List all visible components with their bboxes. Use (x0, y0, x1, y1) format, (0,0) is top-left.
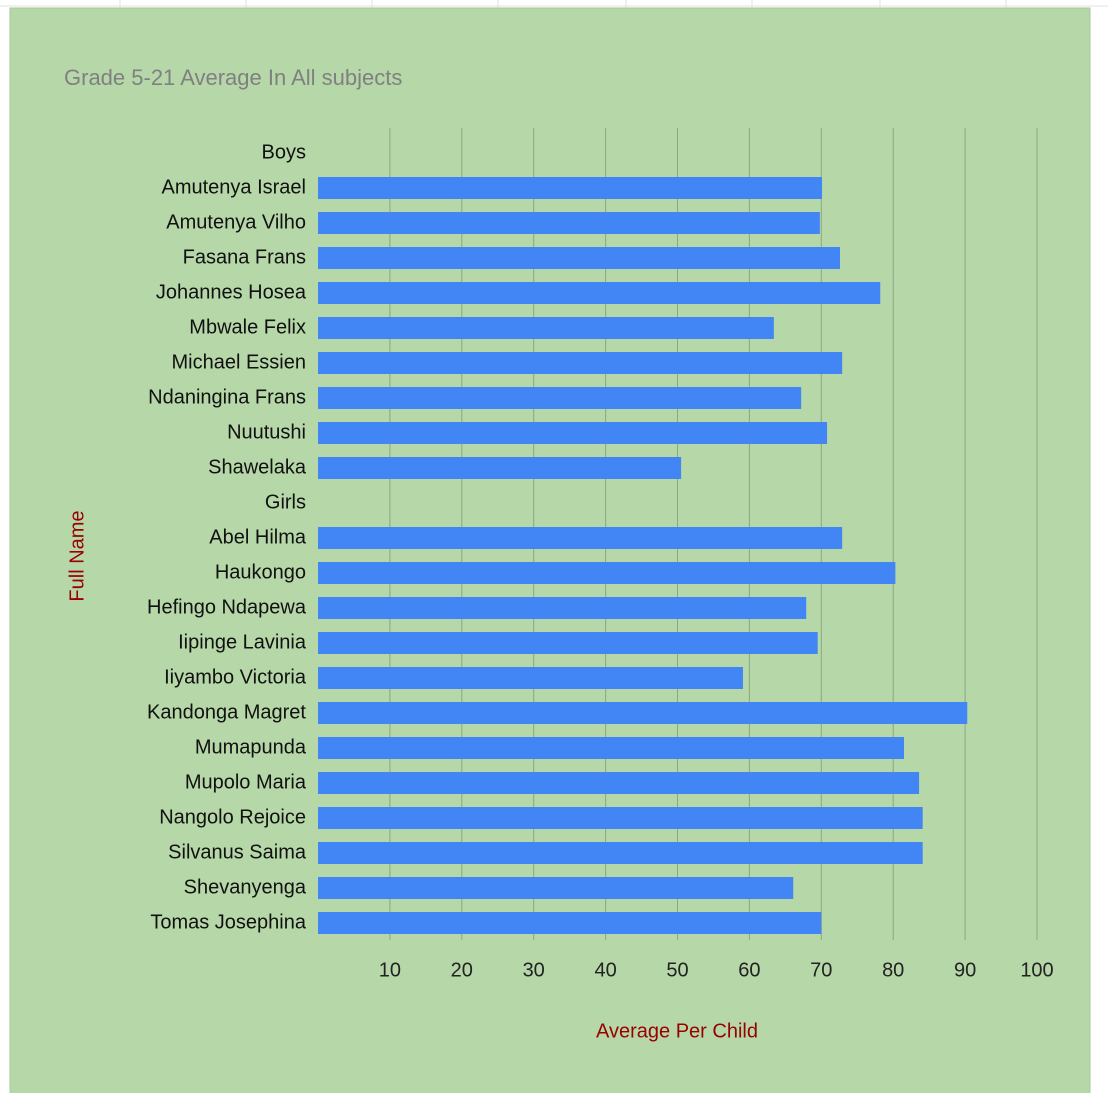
bar (318, 737, 904, 759)
y-tick-label: Hefingo Ndapewa (147, 596, 307, 618)
y-tick-label: Nuutushi (227, 421, 306, 443)
y-tick-label: Fasana Frans (183, 246, 306, 268)
x-tick-label: 40 (594, 959, 616, 981)
bar (318, 387, 802, 409)
x-tick-label: 70 (810, 959, 832, 981)
bar (318, 772, 920, 794)
y-tick-label: Haukongo (215, 561, 306, 583)
y-tick-label: Amutenya Vilho (166, 211, 306, 233)
y-tick-label: Abel Hilma (209, 526, 307, 548)
bar (318, 597, 807, 619)
bar (318, 807, 923, 829)
y-tick-label: Mumapunda (195, 736, 307, 758)
bar (318, 212, 820, 234)
x-tick-label: 90 (954, 959, 976, 981)
y-tick-label: Mupolo Maria (185, 771, 307, 793)
y-tick-label: Silvanus Saima (168, 841, 307, 863)
bar (318, 422, 828, 444)
y-tick-label: Amutenya Israel (161, 176, 306, 198)
y-tick-label: Boys (262, 141, 306, 163)
bar (318, 317, 774, 339)
chart-title: Grade 5-21 Average In All subjects (64, 65, 402, 90)
y-tick-label: Nangolo Rejoice (159, 806, 306, 828)
x-axis-title: Average Per Child (596, 1020, 758, 1042)
x-tick-label: 20 (451, 959, 473, 981)
bar (318, 457, 682, 479)
x-tick-label: 60 (738, 959, 760, 981)
sheet-grid (0, 0, 1108, 8)
y-tick-label: Iiyambo Victoria (164, 666, 307, 688)
bar (318, 667, 743, 689)
bar (318, 877, 794, 899)
y-tick-label: Tomas Josephina (150, 911, 307, 933)
bar (318, 282, 881, 304)
bar (318, 842, 923, 864)
bar (318, 247, 840, 269)
x-tick-label: 50 (666, 959, 688, 981)
y-tick-label: Michael Essien (171, 351, 306, 373)
y-tick-label: Iipinge Lavinia (178, 631, 307, 653)
y-tick-label: Shawelaka (208, 456, 307, 478)
x-tick-label: 30 (523, 959, 545, 981)
y-tick-label: Kandonga Magret (147, 701, 306, 723)
y-axis-title: Full Name (66, 510, 88, 601)
bar (318, 632, 818, 654)
bar (318, 177, 823, 199)
bar (318, 562, 896, 584)
bar (318, 912, 822, 934)
y-tick-label: Ndaningina Frans (148, 386, 306, 408)
y-tick-label: Girls (265, 491, 306, 513)
bar (318, 352, 843, 374)
y-tick-label: Johannes Hosea (156, 281, 307, 303)
y-tick-label: Shevanyenga (184, 876, 307, 898)
bar (318, 527, 843, 549)
x-tick-label: 10 (379, 959, 401, 981)
y-tick-label: Mbwale Felix (189, 316, 306, 338)
x-tick-label: 80 (882, 959, 904, 981)
x-tick-label: 100 (1020, 959, 1053, 981)
bar (318, 702, 968, 724)
